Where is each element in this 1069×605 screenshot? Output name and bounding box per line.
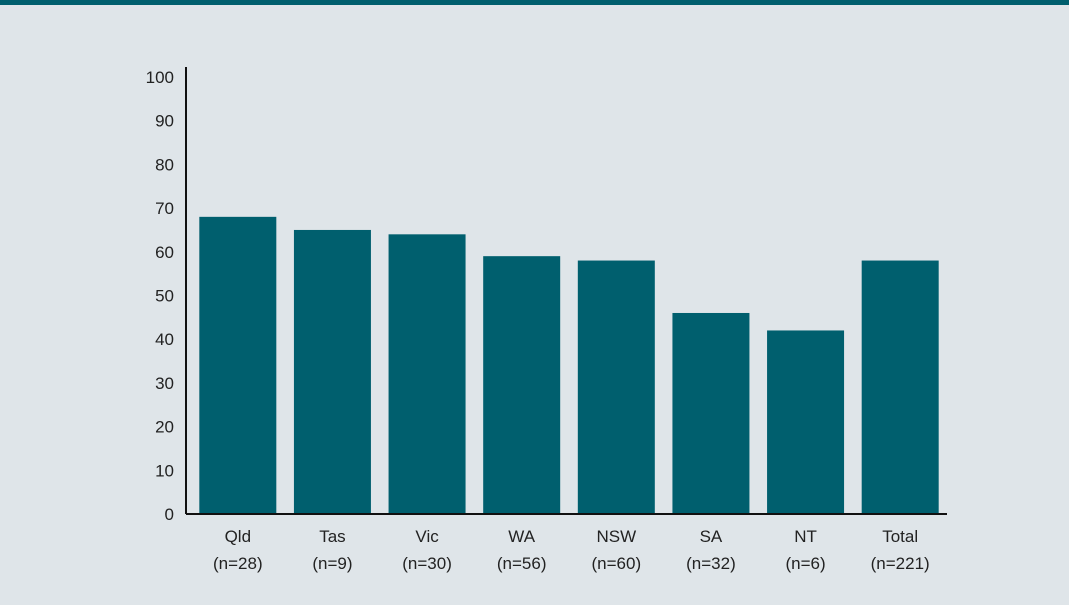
y-tick-label: 30 xyxy=(155,374,174,393)
x-tick-label: SA xyxy=(700,527,723,546)
x-axis-labels: Qld (n=28) Tas (n=9) Vic (n=30) WA (n=56) NSW (n=… xyxy=(213,527,930,573)
x-tick-sample-size: (n=6) xyxy=(785,554,825,573)
y-tick-label: 10 xyxy=(155,461,174,480)
x-tick-sample-size: (n=60) xyxy=(592,554,642,573)
x-tick-label: WA xyxy=(508,527,535,546)
x-tick-label: NSW xyxy=(596,527,636,546)
y-tick-label: 0 xyxy=(165,505,174,524)
x-tick-label: NT xyxy=(794,527,817,546)
x-tick-label: Qld xyxy=(225,527,251,546)
x-tick-sample-size: (n=9) xyxy=(312,554,352,573)
y-axis-ticks: 0 10 20 30 40 50 60 70 80 90 100 xyxy=(146,68,174,524)
bar-qld xyxy=(199,216,277,514)
x-tick-sample-size: (n=221) xyxy=(871,554,930,573)
bar-wa xyxy=(483,256,561,514)
x-tick-sample-size: (n=56) xyxy=(497,554,547,573)
bar-total xyxy=(861,260,939,514)
y-tick-label: 80 xyxy=(155,155,174,174)
x-tick-sample-size: (n=28) xyxy=(213,554,263,573)
y-tick-label: 100 xyxy=(146,68,174,87)
bar-nt xyxy=(767,330,845,514)
x-tick-sample-size: (n=30) xyxy=(402,554,452,573)
y-tick-label: 20 xyxy=(155,418,174,437)
x-tick-label: Tas xyxy=(319,527,345,546)
y-tick-label: 70 xyxy=(155,199,174,218)
bar-sa xyxy=(672,312,750,514)
y-tick-label: 60 xyxy=(155,243,174,262)
y-tick-label: 50 xyxy=(155,287,174,306)
bar-nsw xyxy=(577,260,655,514)
x-tick-label: Total xyxy=(882,527,918,546)
y-tick-label: 40 xyxy=(155,330,174,349)
y-tick-label: 90 xyxy=(155,112,174,131)
top-rule xyxy=(0,0,1069,5)
bars-group xyxy=(199,216,939,514)
bar-vic xyxy=(388,234,466,514)
bar-tas xyxy=(293,229,371,514)
x-tick-label: Vic xyxy=(415,527,439,546)
x-tick-sample-size: (n=32) xyxy=(686,554,736,573)
